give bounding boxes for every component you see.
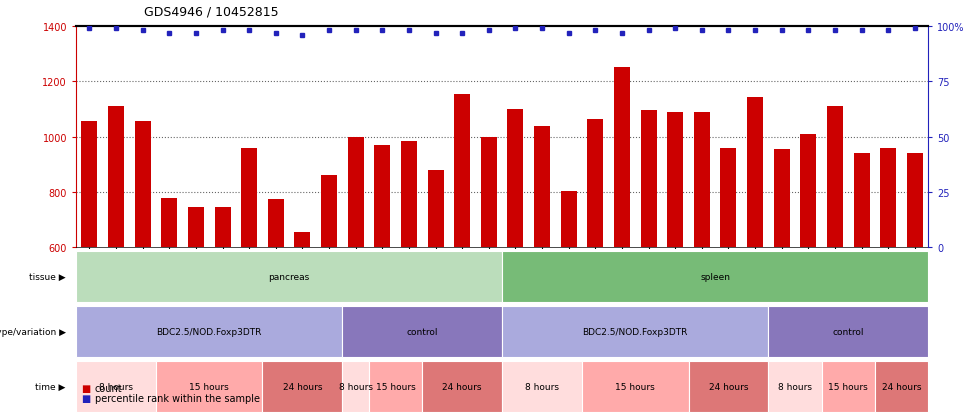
Bar xyxy=(822,361,875,411)
Bar xyxy=(768,307,928,357)
Text: tissue ▶: tissue ▶ xyxy=(29,272,66,281)
Bar xyxy=(507,110,524,248)
Bar xyxy=(241,148,257,248)
Text: 8 hours: 8 hours xyxy=(526,382,559,391)
Bar xyxy=(587,119,604,248)
Text: ■: ■ xyxy=(81,393,90,403)
Bar xyxy=(694,112,710,248)
Text: 15 hours: 15 hours xyxy=(375,382,415,391)
Text: 15 hours: 15 hours xyxy=(829,382,868,391)
Text: GDS4946 / 10452815: GDS4946 / 10452815 xyxy=(144,5,279,18)
Bar xyxy=(76,307,342,357)
Bar xyxy=(502,251,928,302)
Bar xyxy=(294,233,310,248)
Text: percentile rank within the sample: percentile rank within the sample xyxy=(95,393,259,403)
Bar xyxy=(641,111,656,248)
Text: 24 hours: 24 hours xyxy=(443,382,482,391)
Text: 8 hours: 8 hours xyxy=(99,382,133,391)
Text: spleen: spleen xyxy=(700,272,730,281)
Bar xyxy=(108,107,124,248)
Bar xyxy=(880,148,896,248)
Bar xyxy=(907,154,923,248)
Bar xyxy=(721,148,736,248)
Bar xyxy=(76,251,502,302)
Bar xyxy=(768,361,822,411)
Bar xyxy=(161,198,177,248)
Text: control: control xyxy=(833,328,864,336)
Bar xyxy=(667,112,683,248)
Bar xyxy=(268,199,284,248)
Bar xyxy=(81,122,98,248)
Text: 15 hours: 15 hours xyxy=(189,382,229,391)
Text: 24 hours: 24 hours xyxy=(881,382,921,391)
Bar xyxy=(747,97,763,248)
Text: time ▶: time ▶ xyxy=(35,382,66,391)
Bar xyxy=(875,361,928,411)
Bar xyxy=(800,135,816,248)
Bar xyxy=(342,361,369,411)
Text: ■: ■ xyxy=(81,383,90,393)
Bar xyxy=(369,361,422,411)
Bar xyxy=(614,68,630,248)
Bar xyxy=(454,95,470,248)
Bar xyxy=(688,361,768,411)
Bar xyxy=(502,307,768,357)
Bar xyxy=(561,191,576,248)
Text: 24 hours: 24 hours xyxy=(709,382,748,391)
Bar xyxy=(214,208,230,248)
Bar xyxy=(502,361,582,411)
Bar xyxy=(342,307,502,357)
Bar xyxy=(774,150,790,248)
Text: pancreas: pancreas xyxy=(268,272,310,281)
Bar xyxy=(827,107,843,248)
Bar xyxy=(481,137,497,248)
Text: 8 hours: 8 hours xyxy=(778,382,812,391)
Bar xyxy=(374,146,390,248)
Bar xyxy=(321,176,337,248)
Bar xyxy=(76,361,156,411)
Bar xyxy=(135,122,150,248)
Text: 24 hours: 24 hours xyxy=(283,382,322,391)
Text: 15 hours: 15 hours xyxy=(615,382,655,391)
Text: BDC2.5/NOD.Foxp3DTR: BDC2.5/NOD.Foxp3DTR xyxy=(583,328,688,336)
Bar xyxy=(348,137,364,248)
Bar xyxy=(262,361,342,411)
Text: genotype/variation ▶: genotype/variation ▶ xyxy=(0,328,66,336)
Bar xyxy=(582,361,688,411)
Text: BDC2.5/NOD.Foxp3DTR: BDC2.5/NOD.Foxp3DTR xyxy=(157,328,262,336)
Bar xyxy=(188,208,204,248)
Text: 8 hours: 8 hours xyxy=(338,382,372,391)
Bar xyxy=(428,171,444,248)
Bar xyxy=(854,154,870,248)
Bar xyxy=(401,142,417,248)
Bar xyxy=(534,126,550,248)
Bar xyxy=(156,361,262,411)
Text: count: count xyxy=(95,383,122,393)
Bar xyxy=(422,361,502,411)
Text: control: control xyxy=(407,328,438,336)
